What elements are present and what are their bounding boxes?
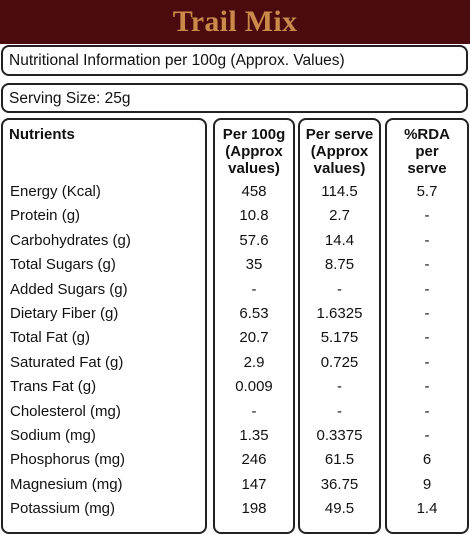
per-serve-header-line: Per serve <box>305 126 374 143</box>
rda-header-line: %RDA <box>404 126 450 143</box>
per-100g-cell: 20.7 <box>239 329 269 347</box>
per-serve-cell: 114.5 <box>321 183 358 200</box>
title-bar: Trail Mix <box>0 0 470 44</box>
per-serve-cell: 14.4 <box>324 231 355 249</box>
per-serve-cell: - <box>337 402 342 420</box>
nutrition-info-box: Nutritional Information per 100g (Approx… <box>1 45 468 76</box>
per-100g-cell: 147 <box>241 475 267 493</box>
per-serve-cell: - <box>337 280 342 298</box>
per-100g-cell: 6.53 <box>239 305 269 322</box>
per-serve-cell: 0.725 <box>320 353 359 371</box>
rda-header-line: serve <box>407 160 447 177</box>
rda-column: %RDA per serve 5.7 - - - - - - - - - - 6 9 1.4 <box>385 118 469 534</box>
per-100g-header-line: (Approx <box>225 143 283 160</box>
rda-cell: 5.7 <box>416 183 438 200</box>
per-100g-cell: 35 <box>245 256 263 274</box>
rda-cell: - <box>424 256 430 274</box>
per-serve-cell: 2.7 <box>329 207 350 225</box>
rda-cell: - <box>424 353 430 371</box>
per-100g-cell: 198 <box>241 500 267 518</box>
rda-cell: - <box>424 207 430 225</box>
per-100g-header-line: values) <box>228 160 280 177</box>
rda-cell: - <box>424 305 430 322</box>
rda-header: %RDA per serve <box>387 126 467 177</box>
rda-cell: - <box>424 329 430 347</box>
rda-cell: - <box>424 280 430 298</box>
per-serve-column: Per serve (Approx values) 114.5 2.7 14.4 8.… <box>298 118 381 534</box>
rda-cell: - <box>424 231 430 249</box>
rda-cell: - <box>424 378 430 396</box>
per-serve-cell: 0.3375 <box>316 427 363 444</box>
nutrient-name-cell: Phosphorus (mg) <box>10 451 126 469</box>
nutrient-name-cell: Magnesium (mg) <box>10 475 123 493</box>
per-100g-header-line: Per 100g <box>222 126 286 143</box>
per-serve-cell: 1.6325 <box>316 305 363 322</box>
serving-size-box: Serving Size: 25g <box>1 83 468 113</box>
per-serve-cell: 61.5 <box>324 451 355 469</box>
per-100g-cell: 458 <box>241 183 267 200</box>
nutrient-name-cell: Total Fat (g) <box>10 329 91 347</box>
rda-header-line: per <box>415 143 439 160</box>
nutrient-name-cell: Added Sugars (g) <box>10 280 128 298</box>
per-serve-header: Per serve (Approx values) <box>300 126 379 177</box>
serving-size-text: Serving Size: 25g <box>9 90 131 107</box>
nutrient-name-cell: Sodium (mg) <box>10 427 96 444</box>
nutrient-name-cell: Dietary Fiber (g) <box>10 305 119 322</box>
nutrient-name-cell: Potassium (mg) <box>10 500 116 518</box>
nutrient-name-cell: Trans Fat (g) <box>10 378 97 396</box>
per-100g-cell: 1.35 <box>239 427 269 444</box>
nutrient-name-cell: Energy (Kcal) <box>10 183 101 200</box>
nutrient-name-cell: Cholesterol (mg) <box>10 402 121 420</box>
per-serve-cell: 8.75 <box>324 256 355 274</box>
rda-cell: 6 <box>422 451 432 469</box>
rda-cell: - <box>424 402 430 420</box>
per-100g-cell: - <box>251 402 257 420</box>
per-serve-cell: 36.75 <box>320 475 359 493</box>
rda-cell: 9 <box>422 475 432 493</box>
per-serve-cell: - <box>337 378 342 396</box>
per-100g-cell: - <box>251 280 257 298</box>
per-serve-cell: 49.5 <box>324 500 355 518</box>
per-100g-cell: 57.6 <box>239 231 269 249</box>
page-title: Trail Mix <box>172 5 298 38</box>
nutrient-name-cell: Protein (g) <box>10 207 81 225</box>
per-serve-header-line: (Approx <box>310 143 369 160</box>
nutrients-header-line: Nutrients <box>9 126 75 143</box>
per-serve-header-line: values) <box>313 160 366 177</box>
nutrient-name-cell: Saturated Fat (g) <box>10 353 124 371</box>
nutrients-column: Nutrients Energy (Kcal) Protein (g) Carboh… <box>1 118 207 534</box>
nutrients-header: Nutrients <box>9 126 211 143</box>
nutrient-name-cell: Carbohydrates (g) <box>10 231 131 249</box>
per-serve-cell: 5.175 <box>320 329 359 347</box>
per-100g-header: Per 100g (Approx values) <box>215 126 293 177</box>
rda-cell: 1.4 <box>416 500 438 518</box>
per-100g-cell: 246 <box>241 451 267 469</box>
per-100g-column: Per 100g (Approx values) 458 10.8 57.6 35 - 6… <box>213 118 295 534</box>
per-100g-cell: 0.009 <box>235 378 273 396</box>
per-100g-cell: 2.9 <box>243 353 265 371</box>
nutrition-info-text: Nutritional Information per 100g (Approx… <box>9 52 345 69</box>
rda-cell: - <box>424 427 430 444</box>
nutrient-name-cell: Total Sugars (g) <box>10 256 116 274</box>
per-100g-cell: 10.8 <box>239 207 269 225</box>
